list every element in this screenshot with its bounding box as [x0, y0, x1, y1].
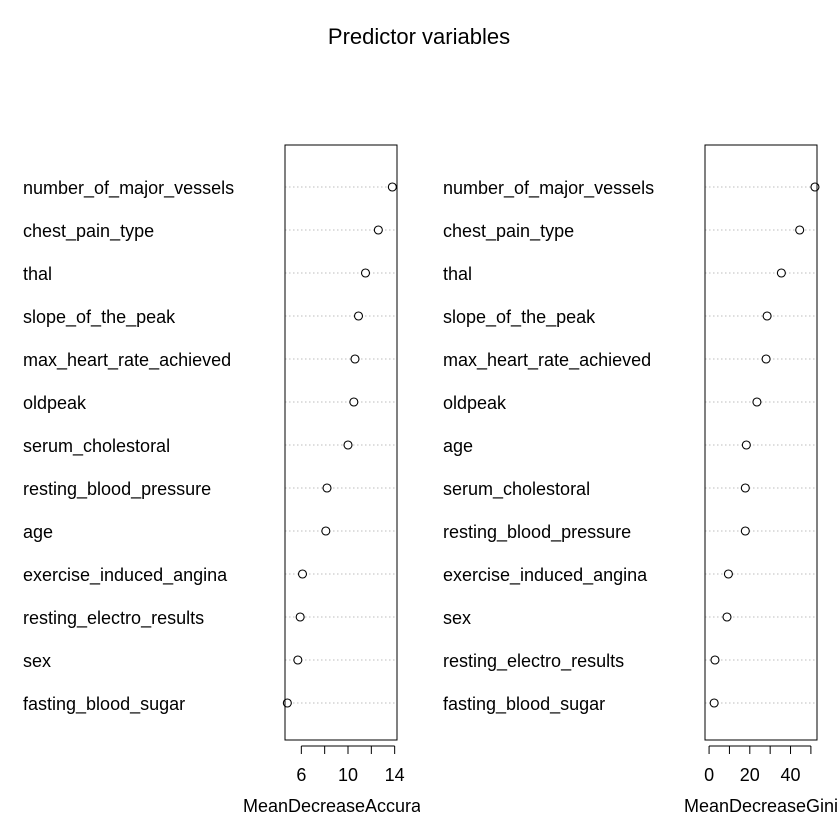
row-label: fasting_blood_sugar	[23, 694, 185, 715]
data-point	[293, 655, 303, 665]
data-point	[350, 354, 360, 364]
row-label: oldpeak	[23, 393, 87, 413]
plot-box	[284, 144, 398, 741]
data-point	[322, 483, 332, 493]
data-point	[723, 569, 733, 579]
row-label: exercise_induced_angina	[23, 565, 228, 586]
data-point	[740, 526, 750, 536]
x-tick-label: 6	[296, 765, 306, 785]
data-point	[343, 440, 353, 450]
row-label: sex	[23, 651, 51, 671]
data-point	[387, 182, 397, 192]
data-point	[709, 698, 719, 708]
chart-title: Predictor variables	[328, 24, 510, 49]
data-point	[321, 526, 331, 536]
row-label: slope_of_the_peak	[23, 307, 176, 328]
data-point	[810, 182, 820, 192]
panel-mean-decrease-accuracy: number_of_major_vessels chest_pain_typeth…	[23, 144, 439, 816]
row-label: chest_pain_type	[23, 221, 154, 242]
data-point	[741, 440, 751, 450]
row-label: resting_electro_results	[443, 651, 624, 672]
row-label: resting_blood_pressure	[443, 522, 631, 543]
data-point	[360, 268, 371, 278]
x-axis-title: MeanDecreaseGini	[684, 796, 838, 816]
data-point	[710, 655, 720, 665]
data-point	[297, 569, 308, 579]
x-tick-label: 10	[338, 765, 358, 785]
row-label: fasting_blood_sugar	[443, 694, 605, 715]
row-label: resting_blood_pressure	[23, 479, 211, 500]
x-tick-label: 0	[704, 765, 714, 785]
x-axis-title: MeanDecreaseAccuracy	[243, 796, 439, 816]
row-label: number_of_major_vessels	[443, 178, 654, 199]
data-point	[752, 397, 762, 407]
data-point	[761, 354, 771, 364]
x-tick-label: 20	[740, 765, 760, 785]
data-point	[373, 225, 383, 235]
row-label: serum_cholestoral	[23, 436, 170, 457]
row-label: chest_pain_type	[443, 221, 574, 242]
row-label: age	[23, 522, 53, 542]
row-label: age	[443, 436, 473, 456]
row-label: max_heart_rate_achieved	[23, 350, 231, 371]
data-point	[740, 483, 750, 493]
data-point	[353, 311, 364, 321]
row-label: oldpeak	[443, 393, 507, 413]
data-point	[776, 268, 786, 278]
row-label: sex	[443, 608, 471, 628]
x-tick-label: 14	[385, 765, 405, 785]
row-label: slope_of_the_peak	[443, 307, 596, 328]
data-point	[795, 225, 805, 235]
x-tick-label: 40	[781, 765, 801, 785]
row-label: exercise_induced_angina	[443, 565, 648, 586]
data-point	[295, 612, 305, 622]
data-point	[349, 397, 359, 407]
data-point	[762, 311, 772, 321]
row-label: max_heart_rate_achieved	[443, 350, 651, 371]
row-label: thal	[443, 264, 472, 284]
row-label: serum_cholestoral	[443, 479, 590, 500]
row-label: thal	[23, 264, 52, 284]
data-point	[722, 612, 732, 622]
panel-mean-decrease-gini: number_of_major_vessels chest_pain_typeth…	[443, 144, 838, 816]
row-label: number_of_major_vessels	[23, 178, 234, 199]
plot-box	[704, 144, 818, 741]
row-label: resting_electro_results	[23, 608, 204, 629]
